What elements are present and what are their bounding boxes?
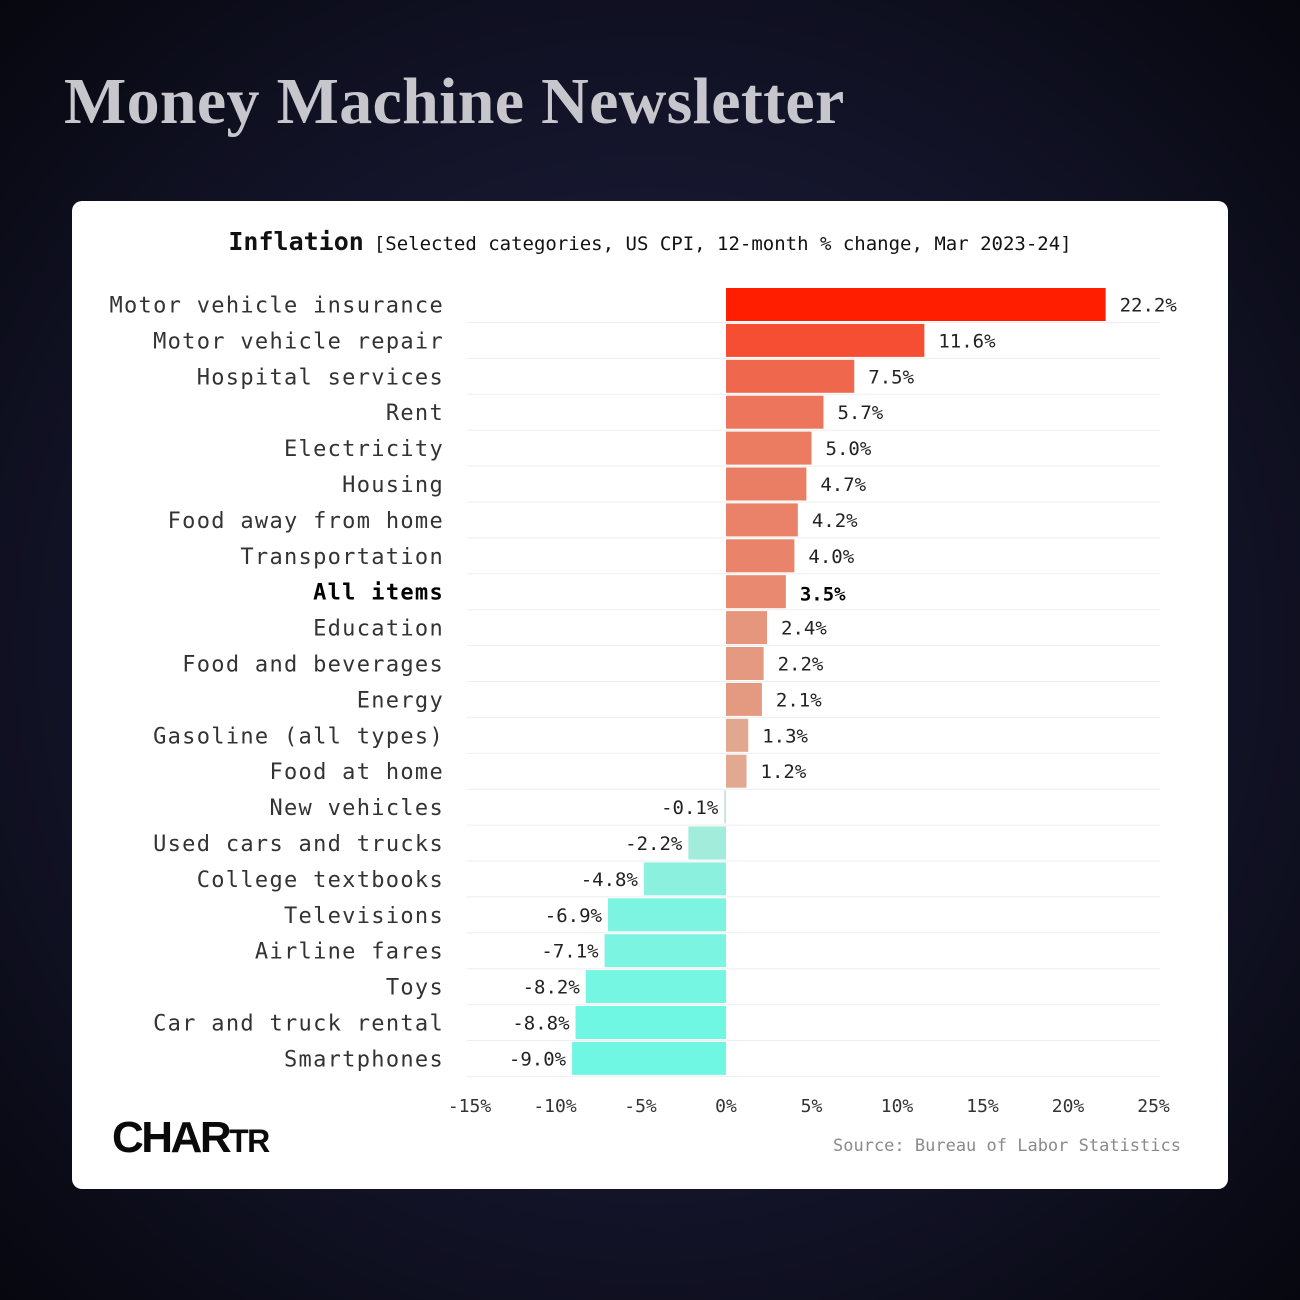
category-label-motor-vehicle-repair: Motor vehicle repair [153, 329, 444, 354]
bar-airline-fares [604, 934, 726, 968]
category-label-food-away-from-home: Food away from home [168, 509, 444, 534]
value-label-education: 2.4% [781, 618, 827, 640]
x-tick-label: -15% [448, 1096, 492, 1117]
value-label-housing: 4.7% [820, 474, 866, 496]
source-note: Source: Bureau of Labor Statistics [833, 1136, 1181, 1156]
value-label-college-textbooks: -4.8% [581, 869, 639, 891]
bar-housing [726, 467, 807, 501]
category-label-transportation: Transportation [240, 545, 444, 570]
bar-electricity [726, 431, 812, 465]
bar-college-textbooks [643, 862, 726, 896]
bar-rent [726, 395, 824, 429]
bar-food-at-home [726, 754, 747, 788]
value-label-toys: -8.2% [523, 977, 581, 999]
category-label-energy: Energy [357, 688, 444, 713]
bar-education [726, 611, 768, 645]
value-label-food-and-beverages: 2.2% [778, 654, 824, 676]
value-label-hospital-services: 7.5% [868, 366, 914, 388]
category-label-electricity: Electricity [284, 437, 444, 462]
value-label-airline-fares: -7.1% [541, 941, 599, 963]
bar-motor-vehicle-repair [726, 323, 925, 357]
value-label-used-cars-and-trucks: -2.2% [625, 833, 683, 855]
category-label-smartphones: Smartphones [284, 1047, 444, 1072]
logo-text-main: CHAR [112, 1113, 232, 1162]
logo-text-small: TR [229, 1123, 270, 1159]
value-label-televisions: -6.9% [545, 905, 603, 927]
category-label-used-cars-and-trucks: Used cars and trucks [153, 832, 444, 857]
bar-energy [726, 682, 762, 716]
x-tick-label: 10% [881, 1096, 914, 1117]
bar-food-and-beverages [726, 647, 764, 680]
value-label-electricity: 5.0% [826, 438, 872, 460]
x-tick-label: 25% [1137, 1096, 1170, 1117]
bar-all-items [726, 575, 786, 609]
chart-card: Inflation [Selected categories, US CPI, 1… [72, 201, 1228, 1189]
value-label-all-items: 3.5% [800, 584, 846, 606]
category-label-all-items: All items [313, 581, 444, 606]
value-label-gasoline-all-types: 1.3% [762, 725, 808, 747]
bar-transportation [726, 539, 795, 573]
category-label-food-and-beverages: Food and beverages [182, 653, 444, 678]
newsletter-title: Money Machine Newsletter [64, 65, 845, 138]
category-label-housing: Housing [342, 473, 444, 498]
x-tick-label: -5% [624, 1096, 657, 1117]
category-label-gasoline-all-types: Gasoline (all types) [153, 724, 444, 749]
chartr-logo: CHARTR [112, 1113, 270, 1166]
x-tick-label: 5% [801, 1096, 823, 1117]
value-label-transportation: 4.0% [808, 546, 854, 568]
chart-header: Inflation [Selected categories, US CPI, 1… [72, 227, 1228, 256]
category-label-hospital-services: Hospital services [197, 365, 444, 390]
value-label-smartphones: -9.0% [509, 1048, 567, 1070]
value-label-new-vehicles: -0.1% [661, 797, 719, 819]
bar-used-cars-and-trucks [688, 826, 726, 860]
bar-new-vehicles [724, 790, 726, 824]
category-label-motor-vehicle-insurance: Motor vehicle insurance [109, 294, 444, 319]
value-label-food-away-from-home: 4.2% [812, 510, 858, 532]
chart-subtitle: [Selected categories, US CPI, 12-month %… [373, 233, 1072, 255]
value-label-motor-vehicle-insurance: 22.2% [1120, 295, 1178, 317]
bar-smartphones [572, 1041, 726, 1075]
value-label-food-at-home: 1.2% [761, 761, 807, 783]
bar-televisions [608, 898, 726, 932]
category-label-televisions: Televisions [284, 904, 444, 929]
bar-hospital-services [726, 359, 855, 393]
x-tick-label: 0% [715, 1096, 737, 1117]
category-label-rent: Rent [386, 401, 444, 426]
category-label-airline-fares: Airline fares [255, 940, 444, 965]
x-tick-label: -10% [533, 1096, 577, 1117]
category-label-new-vehicles: New vehicles [269, 796, 444, 821]
bar-gasoline-all-types [726, 718, 749, 752]
value-label-motor-vehicle-repair: 11.6% [938, 330, 996, 352]
value-label-rent: 5.7% [837, 402, 883, 424]
value-label-car-and-truck-rental: -8.8% [512, 1013, 570, 1035]
category-label-education: Education [313, 617, 444, 642]
bar-motor-vehicle-insurance [726, 288, 1106, 321]
chart-title: Inflation [228, 227, 364, 256]
bar-food-away-from-home [726, 503, 798, 537]
bar-toys [585, 970, 726, 1004]
bar-chart: Motor vehicle insurance 22.2% Motor vehicl… [109, 288, 1178, 1117]
bar-car-and-truck-rental [575, 1006, 726, 1039]
category-label-toys: Toys [386, 976, 444, 1001]
category-label-college-textbooks: College textbooks [197, 868, 444, 893]
x-tick-label: 20% [1052, 1096, 1085, 1117]
category-label-car-and-truck-rental: Car and truck rental [153, 1012, 444, 1037]
value-label-energy: 2.1% [776, 689, 822, 711]
x-tick-label: 15% [966, 1096, 999, 1117]
category-label-food-at-home: Food at home [269, 760, 444, 785]
